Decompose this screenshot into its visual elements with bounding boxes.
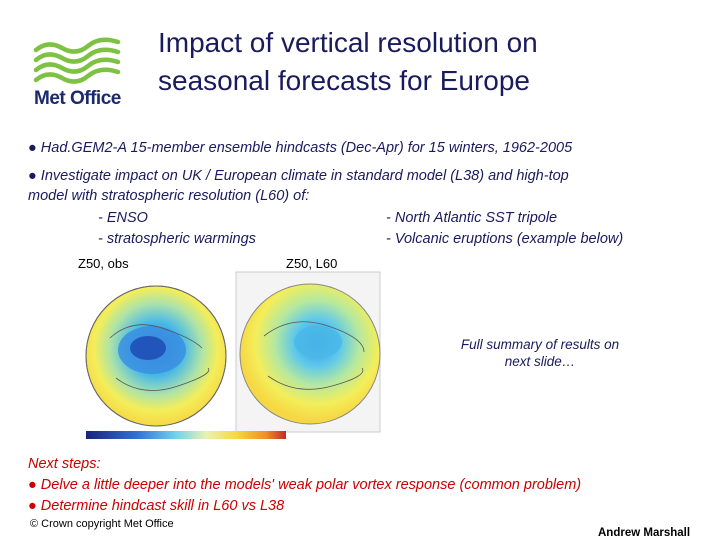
summary-note: Full summary of results on next slide… bbox=[432, 336, 648, 370]
map-label-obs: Z50, obs bbox=[78, 256, 129, 271]
map-label-l60: Z50, L60 bbox=[286, 256, 338, 271]
colorbar bbox=[86, 431, 286, 439]
item-stratospheric-warmings: - stratospheric warmings bbox=[98, 231, 256, 247]
page-title: Impact of vertical resolution on seasona… bbox=[158, 24, 698, 100]
bullet-investigate-line-2: model with stratospheric resolution (L60… bbox=[28, 188, 310, 204]
next-steps-heading: Next steps: bbox=[28, 456, 101, 472]
title-line-2: seasonal forecasts for Europe bbox=[158, 65, 530, 96]
bullet-hindcasts: ● Had.GEM2-A 15-member ensemble hindcast… bbox=[28, 140, 573, 156]
next-step-2: ● Determine hindcast skill in L60 vs L38 bbox=[28, 498, 285, 514]
item-volcanic-eruptions: - Volcanic eruptions (example below) bbox=[386, 231, 624, 247]
logo-text: Met Office bbox=[34, 88, 121, 109]
map-z50-l60 bbox=[235, 271, 381, 433]
author: Andrew Marshall bbox=[598, 527, 691, 539]
summary-line-1: Full summary of results on bbox=[460, 337, 620, 352]
item-sst-tripole: - North Atlantic SST tripole bbox=[386, 210, 558, 226]
copyright: © Crown copyright Met Office bbox=[30, 518, 174, 530]
next-step-1: ● Delve a little deeper into the models'… bbox=[28, 477, 582, 493]
map-z50-obs bbox=[85, 285, 227, 427]
bullet-investigate-line-1: ● Investigate impact on UK / European cl… bbox=[28, 168, 569, 184]
summary-line-2: next slide… bbox=[504, 354, 576, 369]
met-office-logo bbox=[33, 37, 121, 84]
item-enso: - ENSO bbox=[98, 210, 148, 226]
title-line-1: Impact of vertical resolution on bbox=[158, 27, 538, 58]
